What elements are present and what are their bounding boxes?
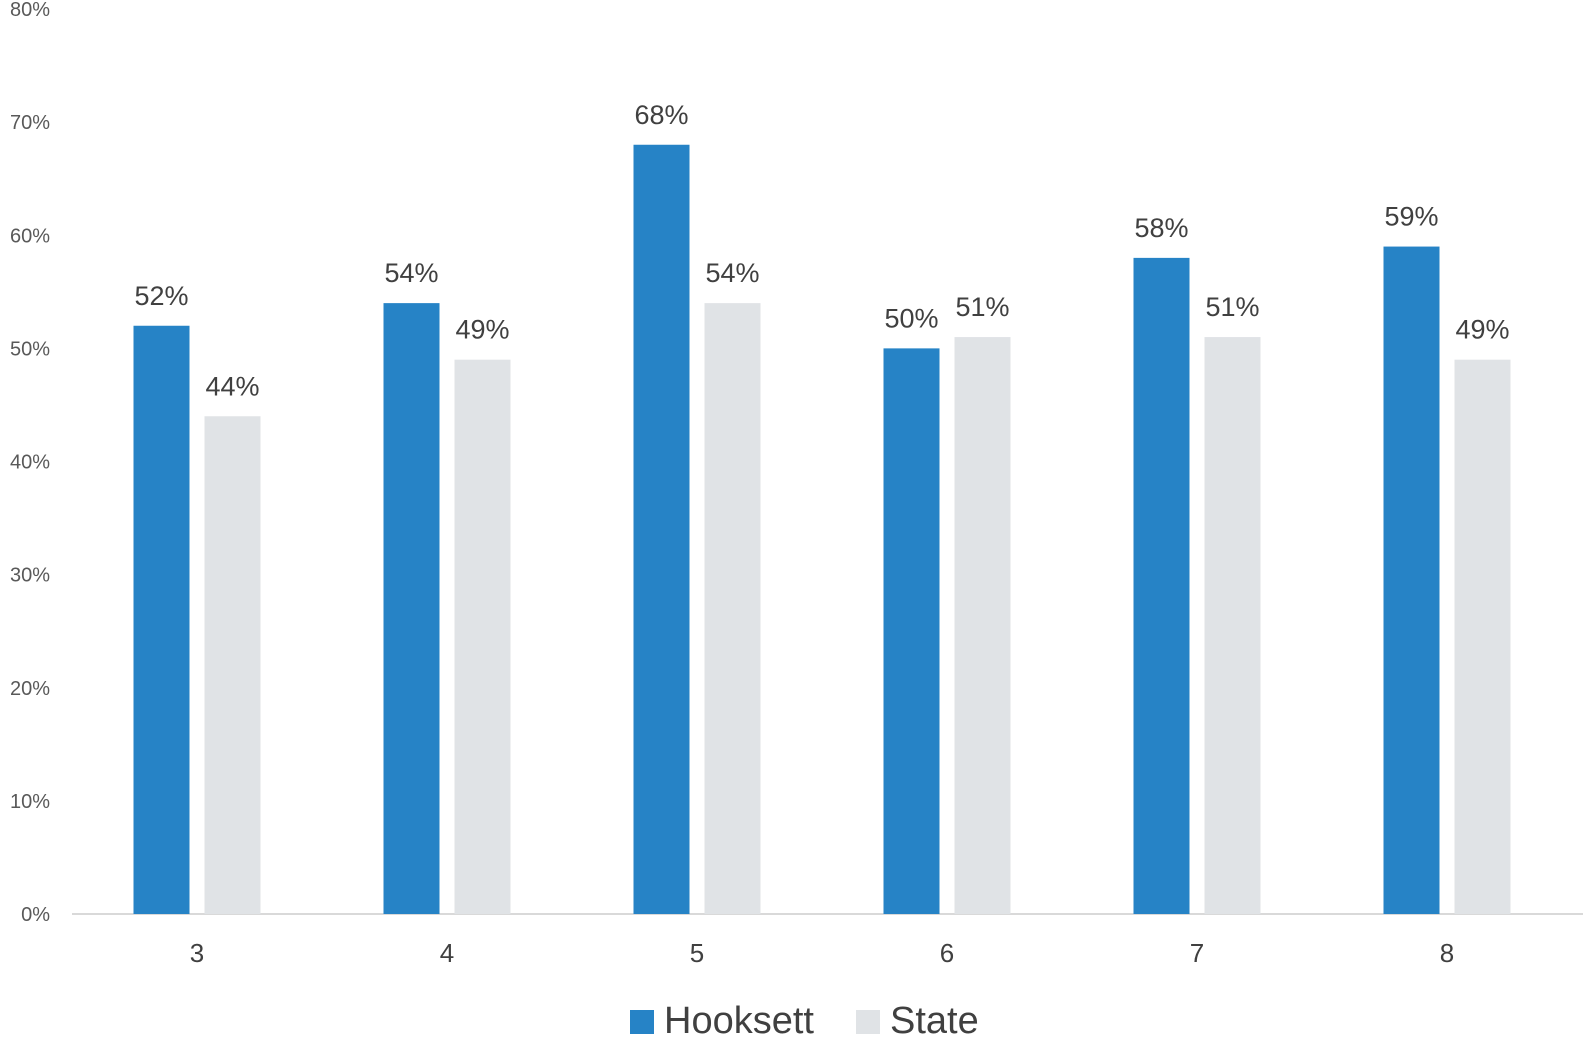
x-tick-label: 8 [1440,938,1454,968]
data-label-hooksett-5: 68% [634,100,688,130]
legend-label-state: State [890,1000,979,1042]
bar-hooksett-3 [133,325,190,914]
x-tick-label: 4 [440,938,454,968]
bar-state-4 [454,359,511,914]
y-tick-label: 80% [10,0,50,21]
bar-hooksett-7 [1133,257,1190,914]
data-label-state-7: 51% [1205,292,1259,322]
data-label-state-6: 51% [955,292,1009,322]
x-axis: 3 4 5 6 7 8 [190,938,1454,968]
bar-hooksett-4 [383,303,440,914]
legend-swatch-hooksett [630,1010,654,1034]
bar-state-3 [204,416,261,914]
data-label-state-4: 49% [455,315,509,345]
bar-state-5 [704,303,761,914]
data-labels: 52% 44% 54% 49% 68% 54% 50% 51% 58% 51% 59% 49% [134,100,1509,402]
data-label-hooksett-7: 58% [1134,213,1188,243]
data-label-state-3: 44% [205,371,259,401]
y-tick-label: 10% [10,791,50,813]
x-tick-label: 3 [190,938,204,968]
bar-hooksett-5 [633,144,690,914]
y-tick-label: 40% [10,452,50,474]
legend-swatch-state [856,1010,880,1034]
y-tick-label: 0% [21,904,50,926]
bar-hooksett-8 [1383,246,1440,914]
data-label-hooksett-6: 50% [884,303,938,333]
x-tick-label: 5 [690,938,704,968]
x-tick-label: 6 [940,938,954,968]
bars [133,144,1511,914]
y-tick-label: 30% [10,565,50,587]
bar-state-8 [1454,359,1511,914]
bar-state-6 [954,337,1011,914]
y-tick-label: 50% [10,338,50,360]
bar-state-7 [1204,337,1261,914]
data-label-hooksett-8: 59% [1384,202,1438,232]
data-label-state-5: 54% [705,258,759,288]
y-axis: 0% 10% 20% 30% 40% 50% 60% 70% 80% [10,0,50,926]
y-tick-label: 60% [10,225,50,247]
legend: Hooksett State [630,1000,979,1042]
legend-label-hooksett: Hooksett [664,1000,814,1042]
bar-hooksett-6 [883,348,940,914]
y-tick-label: 70% [10,112,50,134]
data-label-hooksett-4: 54% [384,258,438,288]
data-label-state-8: 49% [1455,315,1509,345]
data-label-hooksett-3: 52% [134,281,188,311]
x-tick-label: 7 [1190,938,1204,968]
y-tick-label: 20% [10,678,50,700]
